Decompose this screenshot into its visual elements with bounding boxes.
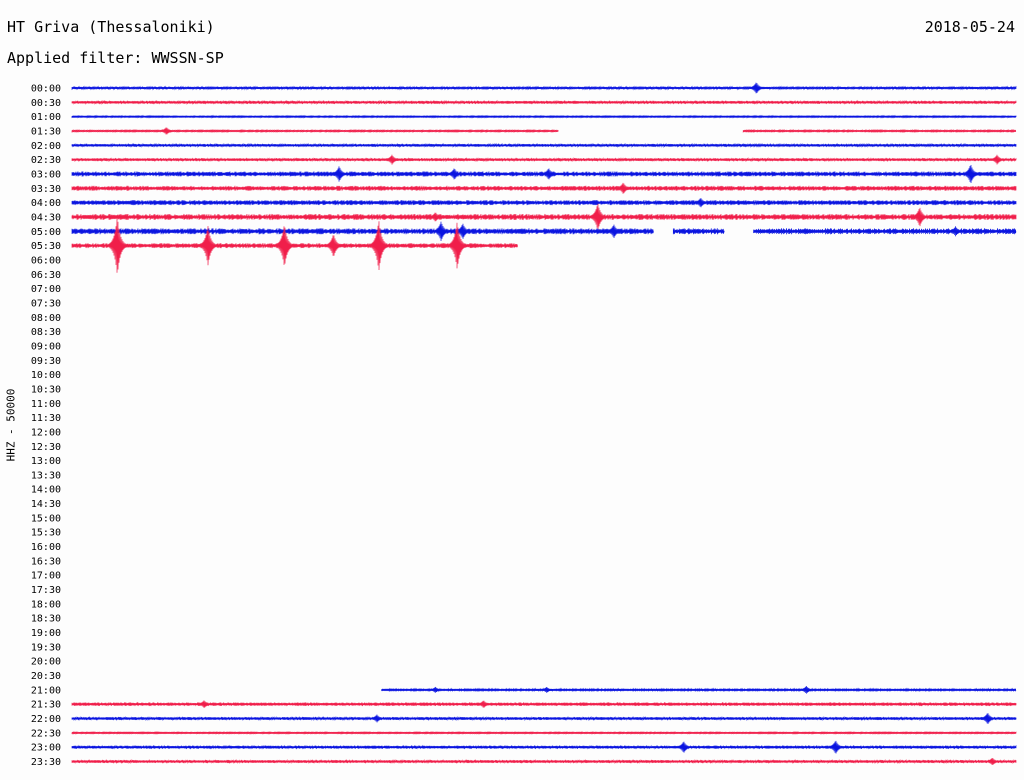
time-tick-label: 20:00: [31, 657, 61, 668]
time-tick-label: 15:30: [31, 528, 61, 539]
station-title: HT Griva (Thessaloniki): [7, 18, 215, 36]
time-tick-label: 07:30: [31, 298, 61, 309]
time-tick-label: 18:00: [31, 599, 61, 610]
time-tick-label: 13:00: [31, 456, 61, 467]
time-tick-label: 03:30: [31, 184, 61, 195]
time-tick-label: 04:30: [31, 212, 61, 223]
time-tick-label: 22:30: [31, 728, 61, 739]
time-tick-label: 02:00: [31, 141, 61, 152]
time-tick-label: 06:00: [31, 255, 61, 266]
time-tick-label: 11:00: [31, 399, 61, 410]
time-tick-label: 16:00: [31, 542, 61, 553]
time-tick-label: 07:00: [31, 284, 61, 295]
time-tick-label: 09:30: [31, 356, 61, 367]
time-tick-label: 10:30: [31, 384, 61, 395]
time-tick-label: 09:00: [31, 341, 61, 352]
time-tick-label: 15:00: [31, 513, 61, 524]
filter-label: Applied filter: WWSSN-SP: [7, 49, 224, 67]
time-tick-label: 16:30: [31, 556, 61, 567]
time-tick-label: 10:00: [31, 370, 61, 381]
time-tick-label: 14:30: [31, 499, 61, 510]
time-tick-label: 01:00: [31, 112, 61, 123]
time-tick-label: 05:30: [31, 241, 61, 252]
time-tick-label: 17:30: [31, 585, 61, 596]
time-tick-label: 08:30: [31, 327, 61, 338]
time-tick-label: 21:00: [31, 685, 61, 696]
time-tick-label: 04:00: [31, 198, 61, 209]
time-tick-label: 19:00: [31, 628, 61, 639]
time-tick-label: 08:00: [31, 313, 61, 324]
time-tick-label: 00:30: [31, 98, 61, 109]
time-tick-label: 12:30: [31, 442, 61, 453]
time-tick-label: 14:00: [31, 485, 61, 496]
time-tick-label: 06:30: [31, 270, 61, 281]
time-tick-label: 19:30: [31, 642, 61, 653]
time-tick-label: 23:00: [31, 743, 61, 754]
time-tick-label: 18:30: [31, 614, 61, 625]
time-tick-label: 00:00: [31, 84, 61, 95]
time-tick-label: 21:30: [31, 700, 61, 711]
plot-date: 2018-05-24: [924, 18, 1015, 36]
time-tick-label: 22:00: [31, 714, 61, 725]
time-tick-label: 11:30: [31, 413, 61, 424]
time-tick-label: 17:00: [31, 571, 61, 582]
time-tick-label: 02:30: [31, 155, 61, 166]
time-tick-label: 12:00: [31, 427, 61, 438]
time-tick-label: 01:30: [31, 126, 61, 137]
time-tick-label: 13:30: [31, 470, 61, 481]
time-tick-label: 23:30: [31, 757, 61, 768]
time-tick-label: 05:00: [31, 227, 61, 238]
time-tick-label: 03:00: [31, 169, 61, 180]
time-tick-label: 20:30: [31, 671, 61, 682]
